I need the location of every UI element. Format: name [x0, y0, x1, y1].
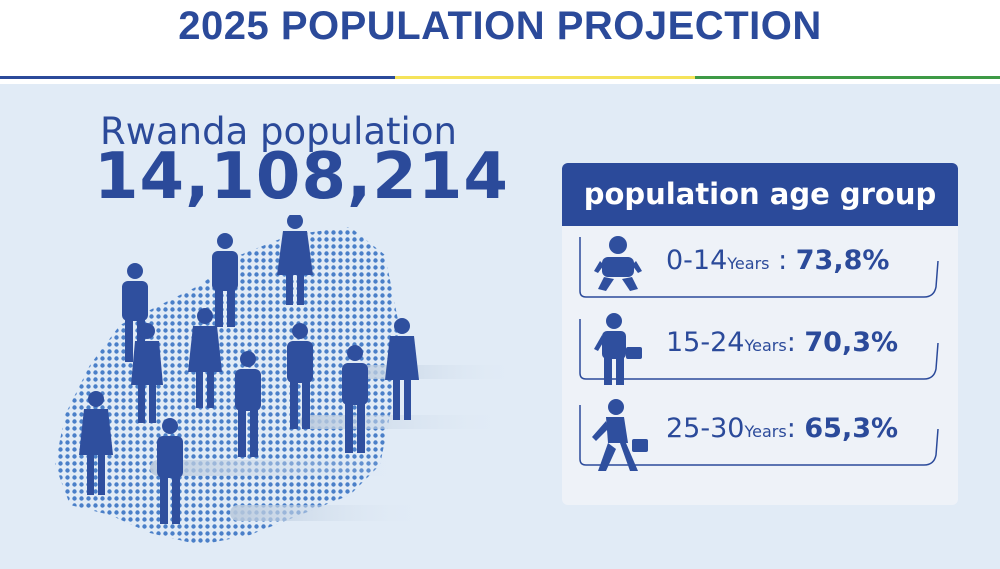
row-outline [579, 237, 939, 298]
age-percent: 73,8% [795, 245, 890, 276]
baby-icon [594, 236, 642, 291]
age-unit: Years [727, 254, 770, 273]
person-icon [235, 351, 261, 457]
age-separator: : [769, 245, 796, 276]
age-range: 0-14 [666, 245, 728, 276]
header-rule-yellow [395, 76, 695, 79]
age-unit: Years [744, 422, 787, 441]
person-icon [287, 323, 313, 429]
row-outline [579, 405, 939, 466]
age-unit: Years [744, 336, 787, 355]
age-percent: 70,3% [804, 327, 899, 358]
age-separator: : [786, 413, 805, 444]
person-icon [342, 345, 368, 453]
age-group-card: population age group 0-14Years : 73,8% [562, 163, 958, 505]
age-group-heading: population age group [562, 163, 958, 226]
age-range: 15-24 [666, 327, 745, 358]
age-group-row: 15-24Years: 70,3% [574, 313, 946, 387]
age-separator: : [786, 327, 805, 358]
header-rule-green [695, 76, 1000, 79]
age-percent: 65,3% [804, 413, 899, 444]
person-icon [385, 318, 419, 420]
person-icon [122, 263, 148, 362]
population-value: 14,108,214 [94, 140, 509, 214]
age-range: 25-30 [666, 413, 745, 444]
age-group-row: 25-30Years: 65,3% [574, 399, 946, 473]
header-rule-blue [0, 76, 395, 79]
person-icon [188, 308, 222, 408]
young-person-briefcase-icon [594, 313, 642, 385]
walking-adult-briefcase-icon [592, 399, 648, 471]
page-title: 2025 POPULATION PROJECTION [178, 4, 822, 48]
rwanda-map-illustration [55, 215, 520, 545]
row-outline [579, 319, 939, 380]
age-group-row: 0-14Years : 73,8% [574, 231, 946, 305]
person-icon [277, 215, 313, 305]
person-icon [212, 233, 238, 327]
person-icon [131, 323, 163, 423]
person-icon [157, 418, 183, 524]
population-label: Rwanda population [100, 110, 457, 153]
person-icon [79, 391, 113, 495]
